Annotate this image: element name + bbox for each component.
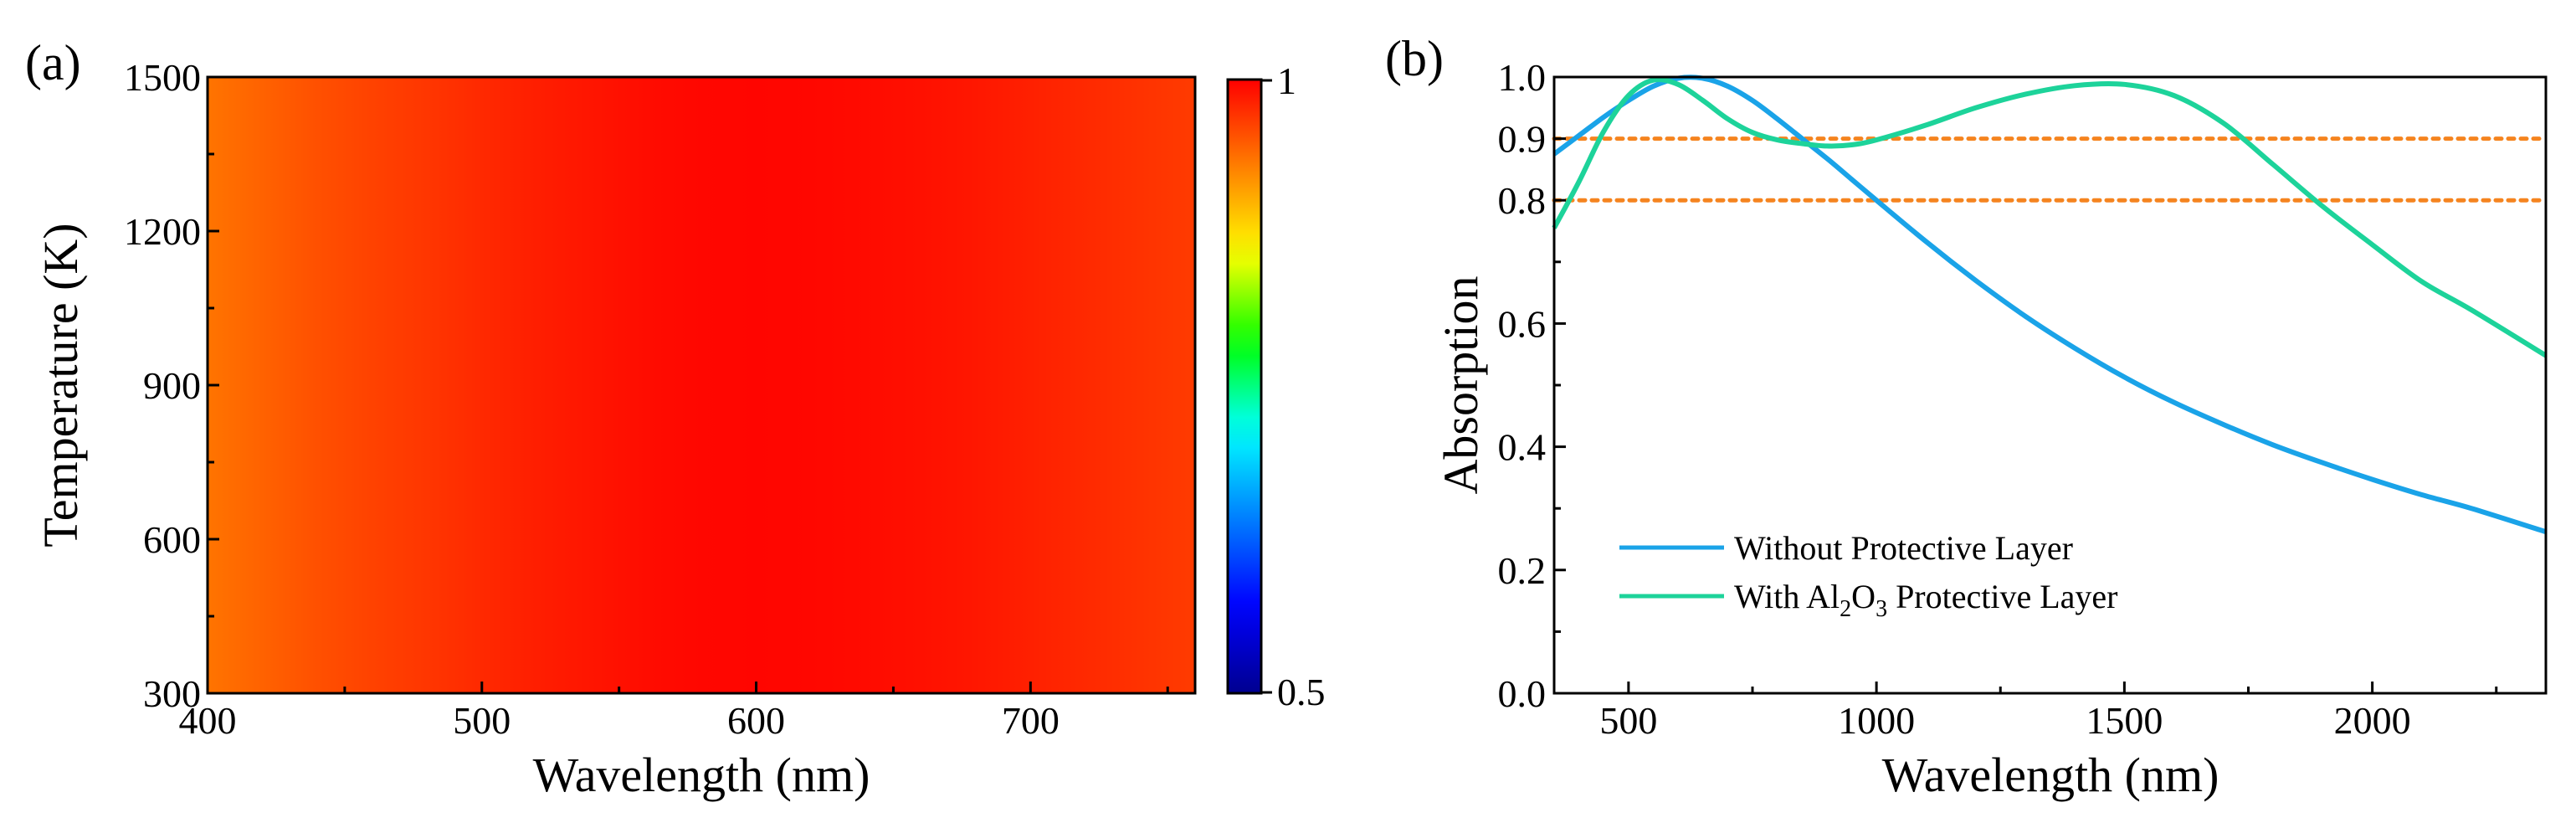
a-y-tick-label: 600 [143, 518, 201, 561]
colorbar-max-label: 1 [1277, 59, 1296, 102]
colorbar [1228, 80, 1261, 693]
reference-lines [1552, 136, 2548, 203]
a-x-axis-title: Wavelength (nm) [533, 748, 870, 802]
a-y-tick-label: 1200 [124, 210, 201, 253]
a-x-tick-label: 500 [453, 699, 511, 742]
a-y-axis-title: Temperature (K) [33, 223, 88, 547]
b-x-axis-title: Wavelength (nm) [1882, 748, 2219, 802]
b-x-tick-label: 1500 [2086, 699, 2163, 742]
panel-b-lineplot: (b) 500 1000 1500 2000 0.0 0.2 0.4 0.6 0.8 0.9 1.… [1385, 31, 2548, 802]
colorbar-frame [1226, 78, 1263, 695]
legend-label-without: Without Protective Layer [1734, 529, 2073, 567]
panel-a-heatmap: (a) 400 500 600 700 300 600 900 1200 1500 Wavel… [25, 35, 1326, 802]
panel-a-label: (a) [25, 35, 81, 90]
a-y-tick-label: 300 [143, 672, 201, 715]
b-x-tick-label: 1000 [1838, 699, 1915, 742]
series-group [1552, 75, 2548, 535]
colorbar-min-label: 0.5 [1277, 671, 1326, 713]
b-y-axis-title: Absorption [1434, 276, 1488, 495]
b-y-tick-label: 0.8 [1498, 179, 1547, 222]
legend-label-with: With Al2O3 Protective Layer [1734, 578, 2118, 622]
series-with-al2o3-protective-layer [1552, 77, 2548, 358]
a-x-axis: 400 500 600 700 [179, 682, 1169, 742]
b-y-tick-label: 0.6 [1498, 302, 1547, 345]
a-x-tick-label: 400 [179, 699, 237, 742]
a-y-axis: 300 600 900 1200 1500 [124, 56, 219, 715]
a-x-tick-label: 700 [1002, 699, 1060, 742]
a-y-tick-label: 1500 [124, 56, 201, 99]
a-x-tick-label: 600 [727, 699, 785, 742]
b-y-axis: 0.0 0.2 0.4 0.6 0.8 0.9 1.0 [1498, 56, 1566, 715]
b-x-axis: 500 1000 1500 2000 [1599, 682, 2498, 742]
a-y-tick-label: 900 [143, 364, 201, 407]
legend: Without Protective Layer With Al2O3 Prot… [1619, 529, 2118, 622]
b-y-tick-label: 0.2 [1498, 549, 1547, 592]
b-y-tick-label: 0.0 [1498, 672, 1547, 715]
heatmap-surface [208, 77, 1195, 693]
panel-b-label: (b) [1385, 31, 1444, 86]
b-y-tick-label: 0.4 [1498, 426, 1547, 469]
series-without-protective-layer [1552, 75, 2547, 535]
b-y-tick-label: 1.0 [1498, 56, 1547, 99]
b-x-tick-label: 2000 [2334, 699, 2411, 742]
b-y-tick-label: 0.9 [1498, 118, 1547, 161]
b-x-tick-label: 500 [1599, 699, 1657, 742]
